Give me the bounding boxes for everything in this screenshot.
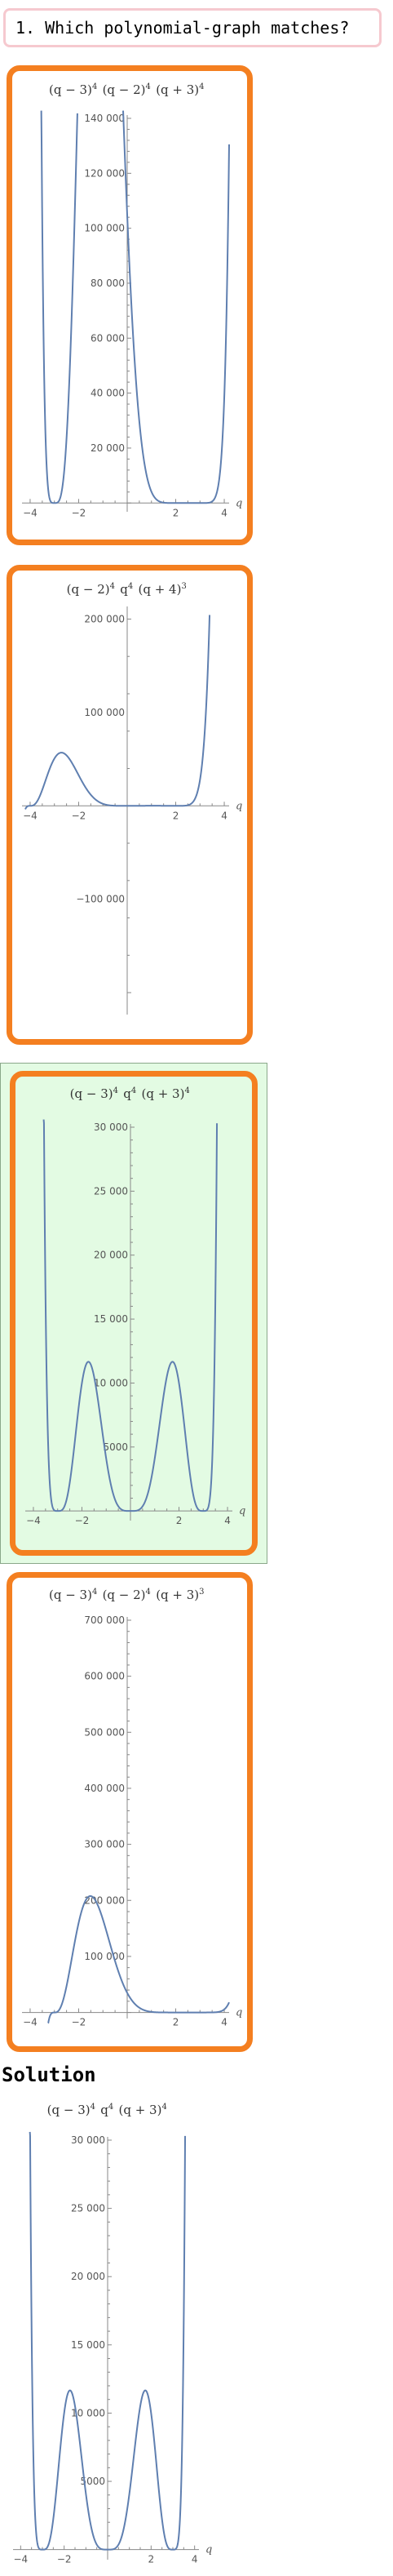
x-tick-label: 4 (221, 2017, 227, 2028)
x-tick-label: −2 (57, 2554, 72, 2565)
plot-title: (q − 3)4 q4 (q + 3)4 (47, 2103, 169, 2117)
x-tick-label: −4 (13, 2554, 28, 2565)
option-2-plot: (q − 2)4 q4 (q + 4)3 q −4 −2 2 4 −100 000 100 … (12, 571, 247, 1039)
x-axis-label: q (236, 2007, 242, 2019)
y-tick-label: 5000 (103, 1441, 128, 1453)
x-tick-label: −2 (72, 810, 86, 821)
x-tick-label: 2 (173, 507, 179, 518)
y-tick-label: 15 000 (94, 1313, 128, 1325)
polynomial-curve (30, 2132, 199, 2550)
plot-title: (q − 3)4 (q − 2)4 (q + 3)4 (49, 82, 205, 97)
option-4-plot: (q − 3)4 (q − 2)4 (q + 3)3 q −4 −2 2 4 100 00… (12, 1578, 247, 2046)
y-tick-label: 100 000 (84, 1951, 125, 1962)
y-tick-label: 700 000 (84, 1614, 125, 1626)
y-tick-label: 140 000 (84, 113, 125, 124)
x-tick-label: −2 (72, 2017, 86, 2028)
x-axis-label: q (205, 2544, 212, 2556)
y-tick-label: 25 000 (71, 2203, 105, 2214)
polynomial-curve (48, 1896, 229, 2023)
y-tick-label: 25 000 (94, 1185, 128, 1197)
x-tick-label: 4 (192, 2554, 198, 2565)
y-tick-label: 30 000 (71, 2134, 105, 2146)
answer-option-4[interactable]: (q − 3)4 (q − 2)4 (q + 3)3 q −4 −2 2 4 100 00… (7, 1572, 253, 2052)
y-tick-label: 20 000 (94, 1250, 128, 1261)
question-text: 1. Which polynomial-graph matches? (15, 18, 349, 38)
x-tick-label: −4 (26, 1515, 41, 1526)
x-tick-label: 2 (176, 1515, 183, 1526)
plot-title: (q − 2)4 q4 (q + 4)3 (67, 582, 188, 597)
y-tick-label: 400 000 (84, 1783, 125, 1794)
solution-heading: Solution (2, 2063, 96, 2086)
y-tick-label: 15 000 (71, 2339, 105, 2351)
solution-plot-container: (q − 3)4 q4 (q + 3)4 q −4 −2 2 4 5000 10 000 15… (0, 2094, 212, 2576)
x-tick-label: −4 (23, 2017, 38, 2028)
x-tick-label: −4 (23, 507, 38, 518)
y-tick-label: 500 000 (84, 1726, 125, 1738)
answer-option-1[interactable]: (q − 3)4 (q − 2)4 (q + 3)4 q −4 −2 2 4 20 000… (7, 65, 253, 545)
y-tick-label: −100 000 (76, 894, 125, 905)
polynomial-curve (44, 1120, 232, 1512)
y-tick-label: 30 000 (94, 1121, 128, 1133)
option-1-plot: (q − 3)4 (q − 2)4 (q + 3)4 q −4 −2 2 4 20 000… (12, 71, 247, 540)
x-tick-label: 2 (148, 2554, 155, 2565)
answer-option-3[interactable]: (q − 3)4 q4 (q + 3)4 q −4 −2 2 4 5000 10 000 15… (10, 1071, 258, 1556)
y-tick-label: 40 000 (91, 388, 125, 399)
y-tick-label: 300 000 (84, 1839, 125, 1850)
x-axis-label: q (239, 1505, 245, 1517)
y-tick-label: 20 000 (91, 442, 125, 454)
polynomial-curve (42, 111, 229, 504)
x-tick-label: 4 (221, 810, 227, 821)
plot-title: (q − 3)4 (q − 2)4 (q + 3)3 (49, 1588, 205, 1602)
y-tick-label: 60 000 (91, 332, 125, 344)
y-tick-label: 100 000 (84, 707, 125, 718)
y-tick-label: 100 000 (84, 223, 125, 234)
x-tick-label: 4 (224, 1515, 231, 1526)
x-axis-label: q (236, 800, 242, 812)
y-tick-label: 20 000 (71, 2271, 105, 2282)
x-tick-label: 2 (173, 2017, 179, 2028)
option-3-plot: (q − 3)4 q4 (q + 3)4 q −4 −2 2 4 5000 10 000 15… (15, 1077, 252, 1550)
y-tick-label: 80 000 (91, 278, 125, 289)
x-tick-label: −2 (75, 1515, 90, 1526)
x-tick-label: 2 (173, 810, 179, 821)
y-tick-label: 120 000 (84, 167, 125, 179)
plot-title: (q − 3)4 q4 (q + 3)4 (70, 1086, 192, 1101)
question-prompt: 1. Which polynomial-graph matches? (3, 8, 382, 47)
x-tick-label: −4 (23, 810, 38, 821)
y-tick-label: 600 000 (84, 1671, 125, 1682)
answer-option-2[interactable]: (q − 2)4 q4 (q + 4)3 q −4 −2 2 4 −100 000 100 … (7, 565, 253, 1045)
y-tick-label: 200 000 (84, 613, 125, 624)
y-tick-label: 10 000 (94, 1377, 128, 1388)
x-tick-label: 4 (221, 507, 227, 518)
x-axis-label: q (236, 497, 242, 509)
x-tick-label: −2 (72, 507, 86, 518)
